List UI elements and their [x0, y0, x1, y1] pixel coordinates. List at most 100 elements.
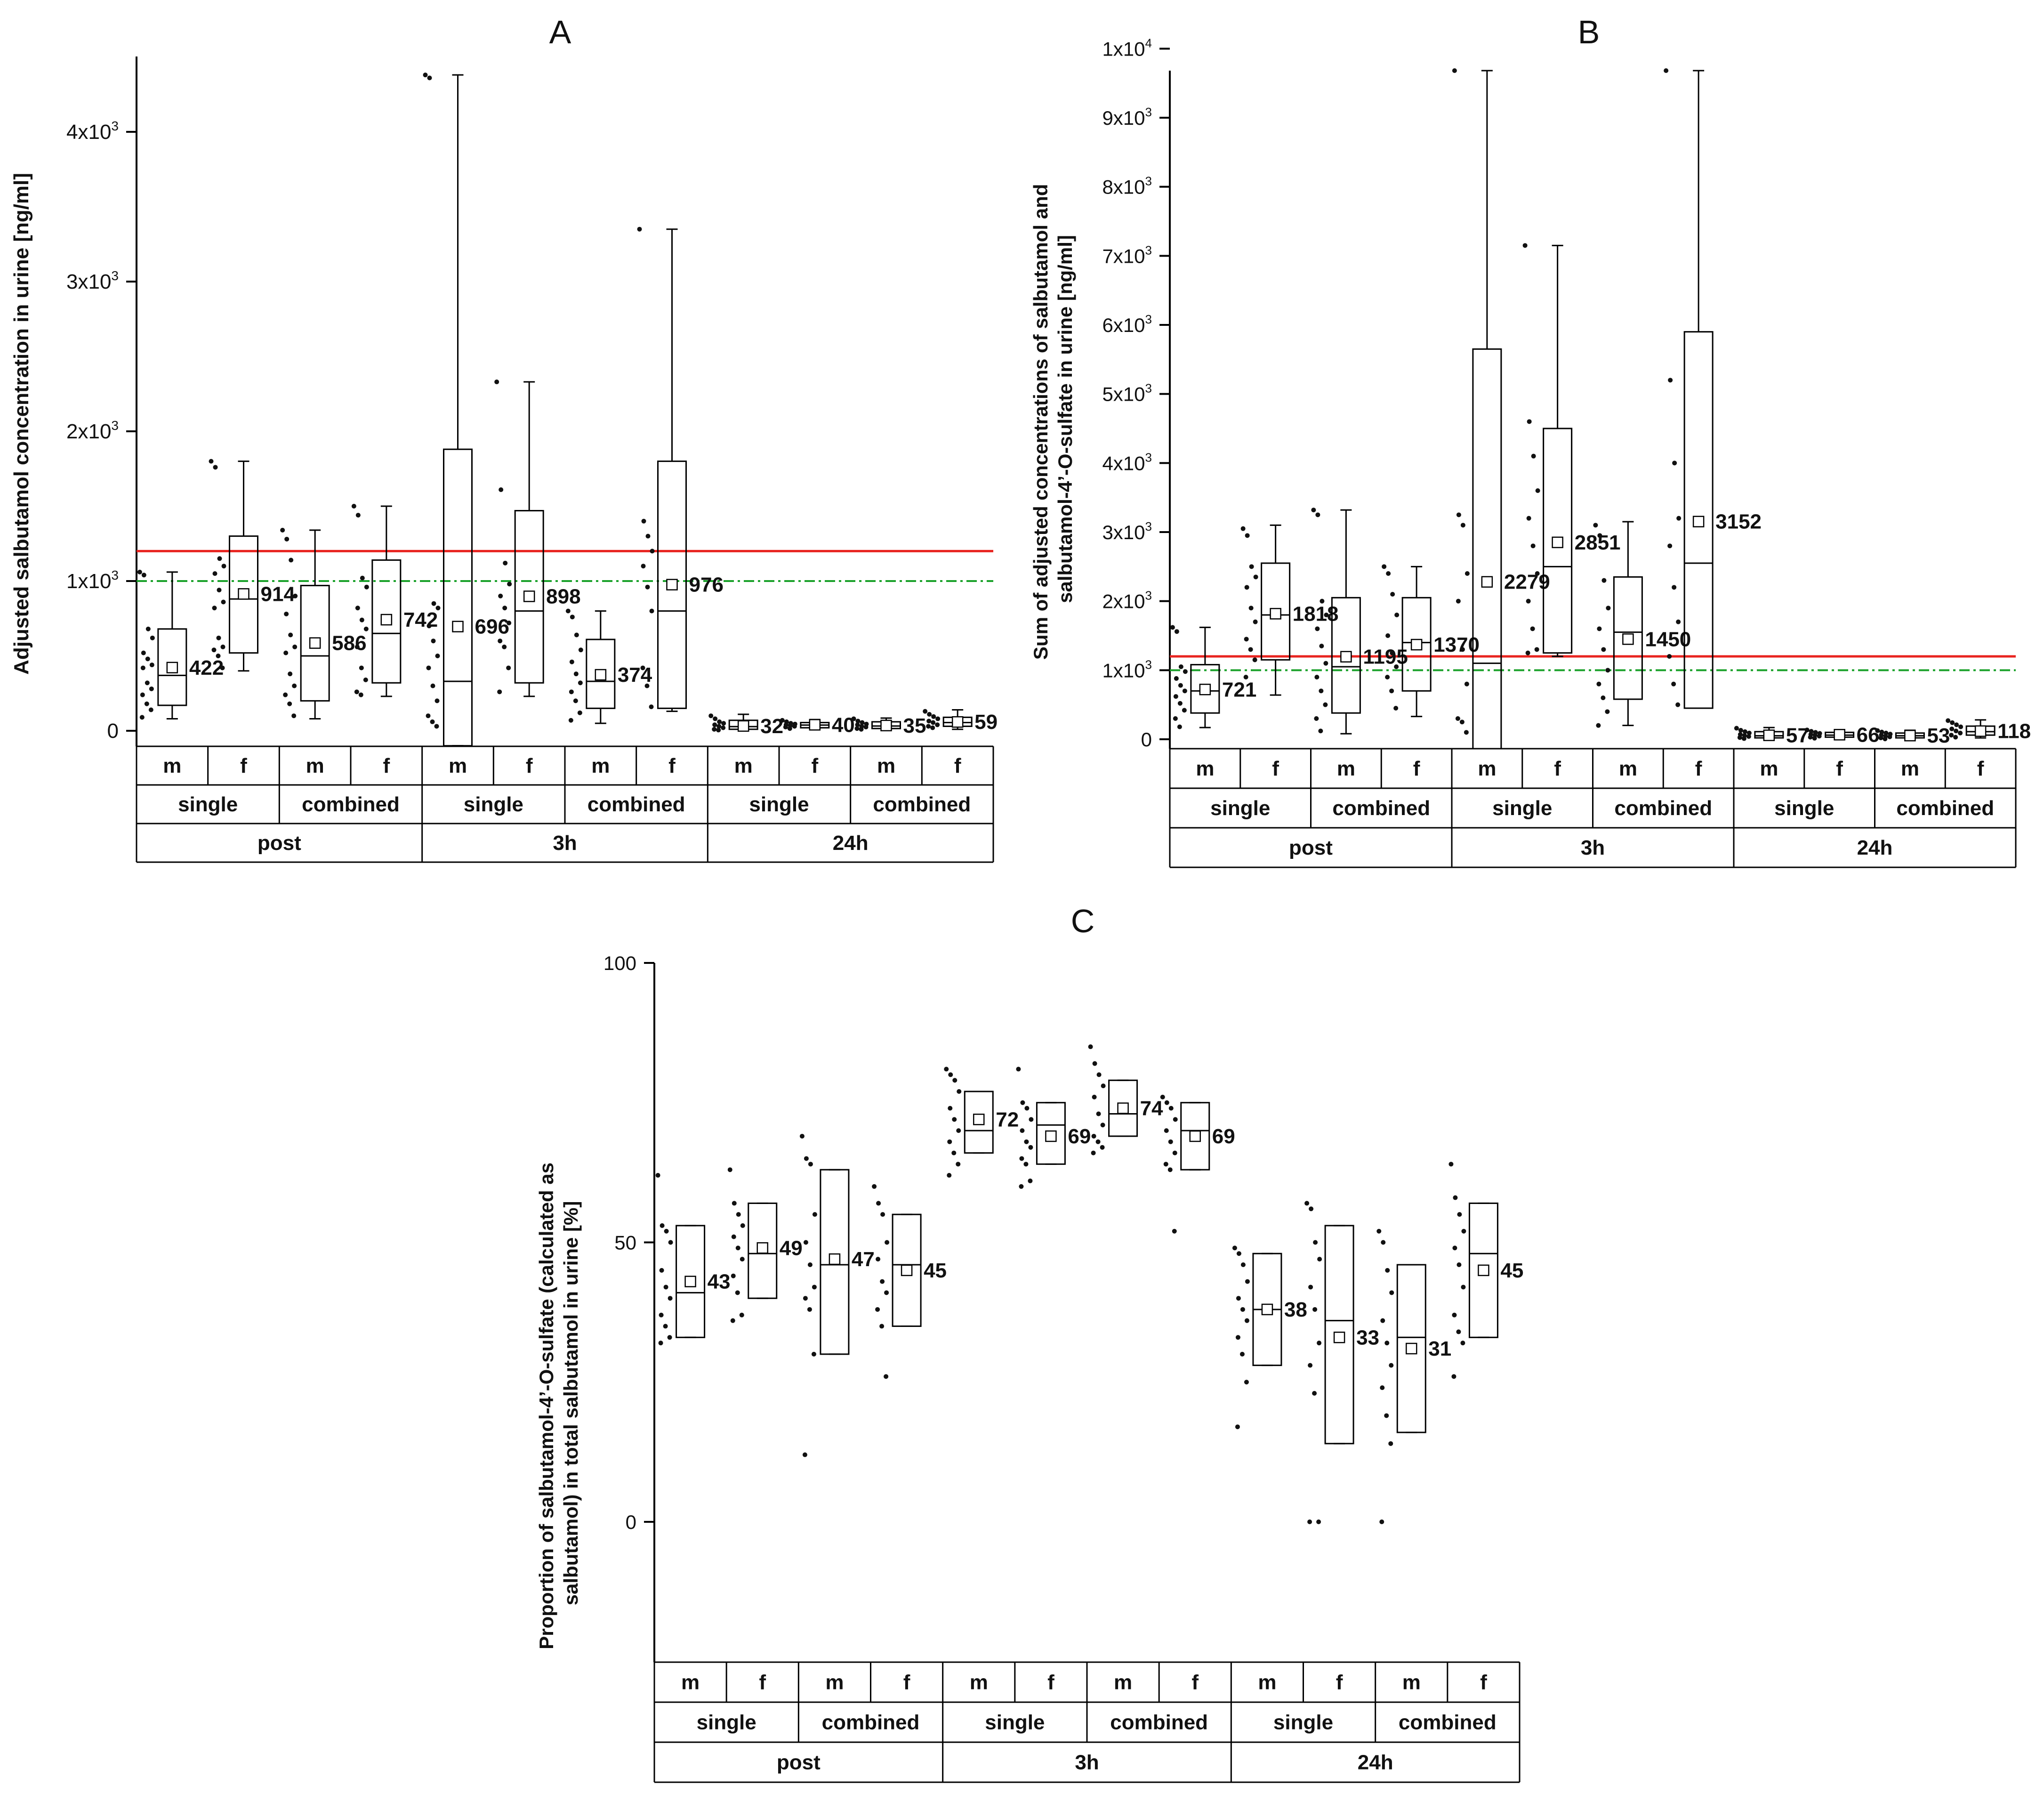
panel-b-data-point: [1244, 637, 1249, 642]
panel-b-box-8: 3152: [1664, 68, 1762, 709]
panel-c-data-point: [1168, 1139, 1173, 1144]
panel-c-sex-label: f: [1480, 1671, 1487, 1694]
panel-a-data-point: [149, 686, 154, 691]
panel-c-data-point: [1019, 1156, 1024, 1161]
panel-a-data-point: [137, 569, 142, 574]
panel-c-mean-marker: [901, 1264, 913, 1277]
panel-b-data-point: [1953, 735, 1958, 740]
panel-c-data-point: [740, 1223, 745, 1228]
panel-c-sex-label: f: [759, 1671, 766, 1694]
panel-c-data-point: [730, 1318, 735, 1323]
panel-c-data-point: [1240, 1307, 1245, 1312]
panel-a-data-point: [283, 692, 288, 697]
panel-b-data-point: [1173, 694, 1178, 699]
panel-b-mean-label: 2851: [1575, 531, 1621, 554]
panel-b-y-tick-label-base: 0: [1141, 728, 1152, 751]
panel-a-data-point: [568, 718, 573, 723]
panel-c-data-point: [1028, 1178, 1033, 1183]
panel-c-data-point: [1091, 1150, 1096, 1156]
panel-b-y-tick-label: 2x103: [1102, 589, 1152, 613]
panel-a-data-point: [577, 710, 582, 715]
panel-a-data-point: [216, 654, 221, 658]
panel-c-data-point: [1461, 1228, 1466, 1234]
panel-b-y-tick-label-exponent: 3: [1145, 243, 1152, 257]
panel-a-iqr-box: [300, 585, 330, 702]
panel-c-data-point: [1240, 1262, 1246, 1267]
panel-c-data-point: [1245, 1279, 1250, 1284]
panel-a-data-point: [494, 380, 499, 385]
panel-b-data-point: [1319, 644, 1324, 648]
panel-a-data-point: [787, 726, 792, 731]
panel-c-data-point: [1381, 1240, 1386, 1245]
panel-b-sex-label: f: [1695, 757, 1702, 780]
panel-b-data-point: [1527, 419, 1532, 424]
panel-b-sex-label: f: [1554, 757, 1561, 780]
panel-b-y-tick-label: 9x103: [1102, 105, 1152, 129]
panel-b-mean-marker: [1340, 651, 1352, 663]
panel-a-mean-label: 696: [475, 615, 509, 638]
panel-c-mean-label: 49: [780, 1236, 803, 1260]
panel-a-data-point: [859, 727, 864, 732]
panel-b-data-point: [1530, 543, 1536, 549]
panel-c-mean-marker: [1117, 1102, 1129, 1114]
panel-a-data-point: [423, 73, 428, 78]
panel-b-dose-label: combined: [1614, 797, 1712, 820]
panel-c-iqr-box: [1396, 1264, 1426, 1433]
panel-a-data-point: [716, 727, 721, 733]
panel-c-iqr-box: [1180, 1102, 1210, 1171]
panel-c-data-point: [1096, 1111, 1101, 1116]
panel-c-data-point: [952, 1117, 957, 1122]
panel-a-sex-label: f: [954, 754, 961, 777]
panel-c-data-point: [1317, 1341, 1322, 1346]
panel-c-data-point: [1235, 1424, 1240, 1430]
panel-b-dose-label: single: [1210, 797, 1270, 820]
panel-a-data-point: [780, 718, 785, 723]
panel-c-sex-label: m: [681, 1671, 700, 1694]
panel-b-y-tick-label: 1x103: [1102, 657, 1152, 681]
panel-c-ylabel: Proportion of salbutamol-4’-O-sulfate (c…: [535, 1157, 582, 1649]
panel-b-y-tick-label-base: 4x10: [1102, 452, 1145, 474]
panel-c-data-point: [1312, 1390, 1317, 1396]
panel-c-y-tick-label-base: 0: [626, 1511, 636, 1533]
panel-a-dose-label: combined: [873, 793, 971, 816]
panel-b-data-point: [1954, 728, 1959, 734]
panel-b-data-point: [1675, 702, 1681, 707]
panel-a-data-point: [363, 626, 369, 631]
panel-b-dose-label: single: [1492, 797, 1552, 820]
panel-b-sex-label: f: [1413, 757, 1420, 780]
panel-b-data-point: [1248, 606, 1254, 611]
panel-b-data-point: [1667, 654, 1672, 659]
panel-b-data-point: [1676, 516, 1682, 521]
panel-b-iqr-box: [1683, 331, 1714, 709]
panel-a-iqr-box: [514, 510, 544, 684]
panel-a-data-point: [499, 487, 504, 493]
panel-c-mean-label: 38: [1284, 1298, 1307, 1321]
panel-b-data-point: [1534, 647, 1539, 652]
panel-b-data-point: [1459, 719, 1465, 725]
panel-c-mean-label: 43: [708, 1270, 731, 1293]
panel-b-data-point: [1958, 730, 1963, 735]
panel-a-data-point: [289, 558, 294, 563]
panel-b-data-point: [1314, 675, 1320, 679]
panel-c-mean-marker: [973, 1114, 985, 1125]
panel-c-data-point: [1379, 1519, 1384, 1524]
panel-c-iqr-box: [964, 1091, 994, 1154]
panel-a-y-tick-label: 1x103: [66, 568, 119, 593]
panel-a-mean-label: 898: [546, 585, 580, 608]
panel-b-data-point: [1394, 613, 1400, 617]
panel-c-data-point: [876, 1201, 881, 1206]
panel-c-data-point: [951, 1150, 957, 1156]
panel-b-plot: 01x1032x1033x1034x1035x1036x1037x1038x10…: [1102, 36, 2031, 868]
panel-c-data-point: [956, 1128, 961, 1133]
panel-a-data-point: [426, 713, 431, 719]
panel-b-box-11: 53: [1875, 724, 1950, 747]
panel-c-data-point: [808, 1162, 813, 1167]
panel-b-data-point: [1804, 727, 1810, 733]
panel-c-sex-label: m: [1402, 1671, 1421, 1694]
panel-c-y-tick-label: 50: [614, 1232, 636, 1254]
panel-c-data-point: [1457, 1212, 1462, 1217]
panel-b-iqr-box: [1331, 597, 1361, 714]
panel-a-data-point: [149, 663, 154, 668]
panel-b-box-7: 1450: [1593, 521, 1691, 728]
panel-a-y-tick-label: 2x103: [66, 418, 119, 443]
